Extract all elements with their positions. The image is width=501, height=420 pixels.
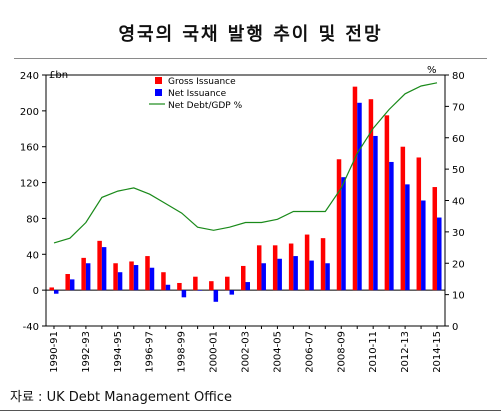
net-issuance-bar <box>213 290 219 302</box>
gross-issuance-bar <box>352 86 358 291</box>
net-issuance-bar <box>165 284 171 291</box>
page-title: 영국의 국채 발행 추이 및 전망 <box>118 24 383 45</box>
x-tick-label: 2010-11 <box>368 331 379 373</box>
x-tick-label: 2006-07 <box>304 331 315 373</box>
y-right-unit-label: % <box>427 65 437 76</box>
y-left-tick-label: 0 <box>33 286 39 297</box>
gross-issuance-bar <box>129 261 134 291</box>
gross-issuance-bar <box>209 281 214 291</box>
gross-issuance-bar <box>97 240 102 291</box>
gross-issuance-bar <box>304 234 310 291</box>
gross-issuance-bar <box>81 257 86 291</box>
y-right-tick-label: 70 <box>452 102 465 113</box>
y-left-tick-label: 120 <box>20 179 39 190</box>
y-left-tick-label: 200 <box>20 107 39 118</box>
gross-issuance-bar <box>225 276 230 291</box>
net-issuance-bar <box>181 290 187 298</box>
legend-net-swatch <box>155 89 162 96</box>
x-tick-label: 1998-99 <box>177 331 188 373</box>
y-left-tick-label: -40 <box>23 322 39 333</box>
x-tick-label: 1994-95 <box>113 331 124 373</box>
legend-line-label: Net Debt/GDP % <box>168 101 243 111</box>
net-issuance-bar <box>101 247 107 291</box>
net-issuance-bar <box>405 184 410 291</box>
source-note: 자료 : UK Debt Management Office <box>10 390 232 405</box>
x-tick-label: 2000-01 <box>209 331 220 373</box>
y-left-unit-label: £bn <box>49 70 68 81</box>
y-left-tick-label: 80 <box>26 214 39 225</box>
x-tick-label: 1992-93 <box>81 331 92 373</box>
net-issuance-bar <box>53 290 59 294</box>
net-issuance-bar <box>85 263 91 291</box>
legend: Gross Issuance Net Issuance Net Debt/GDP % <box>149 77 243 111</box>
gross-issuance-bar <box>193 276 198 291</box>
y-right-tick-label: 0 <box>452 322 458 333</box>
net-issuance-bar <box>117 272 123 291</box>
net-issuance-bar <box>69 279 75 291</box>
net-issuance-bar <box>373 135 378 291</box>
gross-issuance-bar <box>145 256 150 291</box>
net-issuance-bar <box>149 267 155 291</box>
x-tick-label: 2014-15 <box>432 331 443 373</box>
x-tick-label: 2002-03 <box>241 331 252 373</box>
net-issuance-bar <box>421 200 426 291</box>
net-issuance-bar <box>325 263 330 291</box>
gross-issuance-bar <box>400 146 406 291</box>
x-tick-label: 2004-05 <box>272 331 283 373</box>
gross-issuance-bar <box>288 243 294 291</box>
y-right-tick-label: 30 <box>452 228 465 239</box>
net-debt-gdp-line <box>53 82 438 244</box>
net-issuance-bar <box>293 256 298 291</box>
legend-gross-swatch <box>155 77 162 84</box>
gross-issuance-bar <box>336 159 342 291</box>
gross-issuance-bar <box>384 115 390 291</box>
bottom-divider <box>0 410 501 411</box>
axes: -40 0 40 80 120 160 200 240 £bn 0 10 20 30 40 50 60 70 80… <box>20 65 465 373</box>
x-tick-label: 2012-13 <box>400 331 411 373</box>
gross-issuance-bar <box>416 157 422 291</box>
net-issuance-bar <box>437 217 442 291</box>
legend-gross-label: Gross Issuance <box>168 77 236 87</box>
title-divider <box>14 58 487 59</box>
y-left-tick-label: 40 <box>26 250 39 261</box>
line-series <box>53 82 438 244</box>
net-issuance-bar <box>229 290 235 295</box>
gross-issuance-bar <box>320 238 326 291</box>
gross-issuance-bar <box>161 272 166 291</box>
net-issuance-bar <box>389 161 394 291</box>
net-issuance-bar <box>341 177 346 291</box>
y-right-tick-label: 80 <box>452 71 465 82</box>
net-issuance-bar <box>357 102 362 291</box>
net-issuance-bar <box>277 258 282 291</box>
net-issuance-bar <box>197 290 203 291</box>
gross-issuance-bar <box>113 263 118 291</box>
gross-issuance-bar <box>432 187 438 291</box>
y-right-tick-label: 60 <box>452 134 465 145</box>
net-issuance-bar <box>133 265 139 291</box>
net-issuance-bar <box>245 282 250 291</box>
gross-issuance-bar <box>272 245 278 291</box>
x-tick-label: 1990-91 <box>49 331 60 373</box>
gross-issuance-bar <box>241 265 246 291</box>
net-issuance-bar <box>261 263 266 291</box>
gross-issuance-bar <box>49 287 54 291</box>
gross-issuance-bar <box>256 245 262 291</box>
x-tick-label: 2008-09 <box>336 331 347 373</box>
y-right-tick-label: 10 <box>452 291 465 302</box>
y-right-tick-label: 40 <box>452 197 465 208</box>
y-left-tick-label: 160 <box>20 143 39 154</box>
legend-net-label: Net Issuance <box>168 89 227 99</box>
y-left-tick-label: 240 <box>20 71 39 82</box>
bar-series <box>49 86 442 302</box>
gross-issuance-bar <box>368 99 374 291</box>
y-right-tick-label: 20 <box>452 259 465 270</box>
issuance-chart: -40 0 40 80 120 160 200 240 £bn 0 10 20 30 40 50 60 70 80… <box>20 65 465 373</box>
gross-issuance-bar <box>177 282 182 291</box>
y-right-tick-label: 50 <box>452 165 465 176</box>
x-tick-label: 1996-97 <box>145 331 156 373</box>
gross-issuance-bar <box>65 274 70 291</box>
net-issuance-bar <box>309 260 314 291</box>
